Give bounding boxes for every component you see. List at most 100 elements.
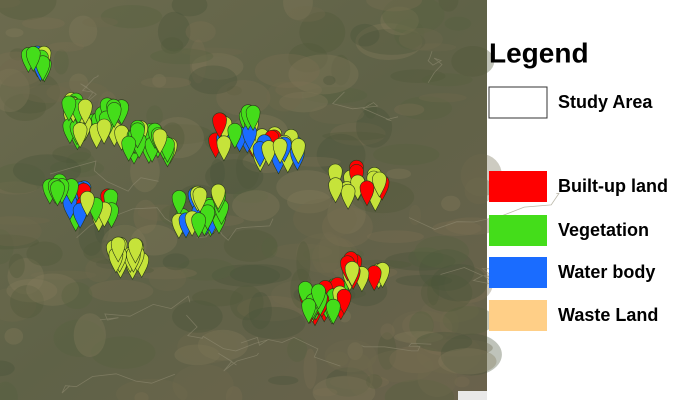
terrain-patch [3,93,47,122]
terrain-patch [0,68,30,113]
map-marker [340,183,356,210]
terrain-patch [414,235,470,269]
terrain-patch [380,6,419,36]
terrain-patch [358,28,426,55]
terrain-patch [416,331,473,352]
terrain-patch [22,84,74,104]
map-marker [72,122,88,149]
map-marker [128,237,143,264]
map-marker [311,283,326,310]
legend-label: Vegetation [558,220,649,240]
terrain-patch [26,273,80,306]
terrain-patch [302,86,368,104]
legend-label: Waste Land [558,305,658,325]
terrain-patch [293,198,357,240]
terrain-patch [377,332,397,370]
terrain-patch [347,342,363,361]
terrain-patch [261,237,278,259]
terrain-patch [152,73,167,88]
terrain-patch [52,145,92,164]
terrain-patch [100,5,163,29]
map-marker [25,46,41,73]
terrain-patch [331,54,351,86]
terrain-patch [47,42,85,52]
terrain-patch [394,331,444,344]
terrain-patch [68,15,98,47]
map-marker [344,261,360,288]
terrain-patch [394,103,425,116]
map-marker [192,186,208,213]
terrain-patch [325,367,371,397]
terrain-patch [53,319,106,357]
terrain-patch [0,0,21,9]
terrain-patch [454,376,470,388]
map-marker [261,140,277,167]
terrain-patch [268,375,299,385]
terrain-patch [5,28,24,38]
terrain-patch [162,253,190,271]
terrain-patch [366,0,423,12]
drainage-line [80,74,99,104]
terrain-patch [313,388,338,397]
terrain-patch [427,278,440,306]
drainage-line [361,342,432,352]
terrain-patch [30,270,97,280]
terrain-patch [346,353,374,396]
terrain-patch [242,306,306,339]
terrain-patch [398,96,453,121]
map-marker [96,118,112,145]
legend-label: Water body [558,262,655,282]
terrain-patch [211,264,281,287]
terrain-patch [366,230,424,243]
terrain-patch [50,159,105,178]
terrain-patch [0,381,18,400]
terrain-patch [73,313,106,358]
map-marker [210,183,226,210]
terrain-patch [115,378,188,400]
terrain-patch [441,195,461,212]
terrain-patch [132,267,197,280]
drainage-line [61,373,176,394]
map-marker [301,298,317,325]
terrain-patch [366,374,383,389]
map-marker [327,163,343,190]
terrain-patch [327,194,366,235]
terrain-patch [223,229,278,262]
terrain-patch [402,313,434,338]
map-marker [366,265,382,292]
map-marker [325,298,341,325]
terrain-patch [10,285,44,319]
terrain-patch [464,177,494,205]
terrain-patch [444,16,472,31]
map-marker [227,123,243,149]
drainage-line [49,160,159,192]
terrain-patch [296,233,352,274]
terrain-patch [322,131,386,141]
terrain-patch [157,11,191,52]
terrain-patch [418,93,467,103]
terrain-patch [283,0,313,20]
terrain-patch [408,204,422,226]
terrain-patch [275,81,323,99]
terrain-patch [53,49,69,75]
legend-swatch [489,257,547,288]
terrain-patch [420,273,473,312]
terrain-patch [254,53,320,88]
terrain-patch [432,220,482,236]
terrain-patch [444,266,493,304]
terrain-patch [384,379,455,400]
map-marker [80,191,95,217]
terrain-patch [46,81,109,104]
terrain-patch [421,73,473,87]
terrain-patch [185,21,216,43]
terrain-patch [0,229,14,265]
terrain-patch [61,282,93,310]
terrain-patch [394,18,425,50]
terrain-patch [91,336,156,369]
map-marker [121,135,136,162]
drainage-line [99,295,191,321]
map-marker [110,236,126,263]
terrain-patch [0,163,46,194]
map-marker [35,55,51,82]
terrain-patch [318,231,340,274]
